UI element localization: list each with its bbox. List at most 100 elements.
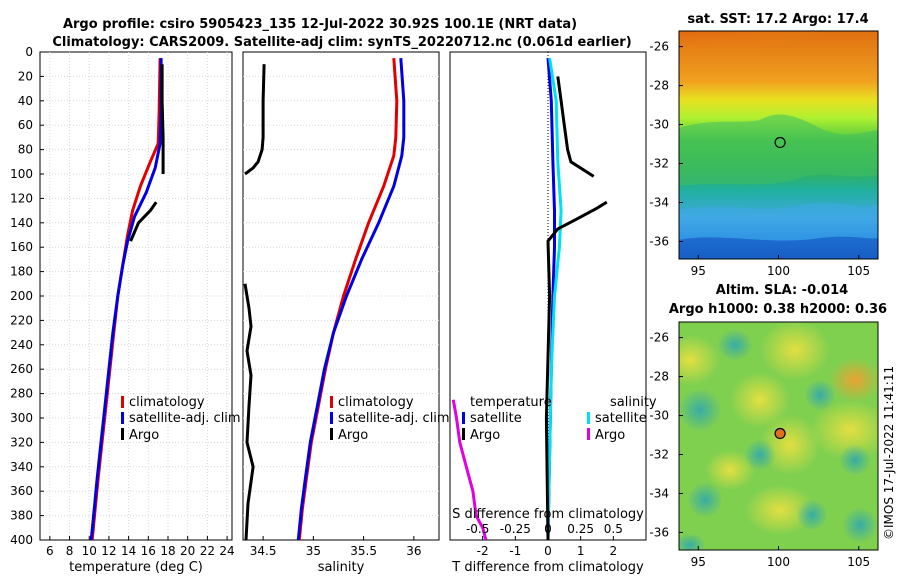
legend-label-argo: Argo: [338, 428, 368, 443]
salinity-legend: climatology satellite-adj. clim Argo: [330, 395, 450, 443]
depth-tick-label: 200: [10, 289, 33, 303]
depth-tick-label: 360: [10, 484, 33, 498]
lat-tick-label: -34: [649, 195, 669, 209]
lat-tick-label: -36: [649, 234, 669, 248]
x-tick-label: -2: [477, 544, 489, 558]
legend-marker-climatology: [330, 396, 333, 408]
depth-tick-label: 80: [18, 143, 33, 157]
temperature-difference-xlabel: T difference from climatology: [451, 560, 644, 575]
figure-title-line2: Climatology: CARS2009. Satellite-adj cli…: [52, 35, 631, 50]
salinity-ticks: 34.5 35 35.5 36: [250, 536, 422, 558]
x-tick-label: 1: [577, 544, 585, 558]
salinity-difference-xlabel: S difference from climatology: [452, 507, 644, 522]
legend-label-climatology: climatology: [129, 395, 205, 410]
temperature-xlabel: temperature (deg C): [69, 560, 203, 575]
salinity-panel: 34.5 35 35.5 36 climatology satellite-adj. …: [242, 51, 450, 575]
x-tick-label: 8: [66, 544, 74, 558]
x-tick-label: 16: [141, 544, 156, 558]
x-tick-label: 6: [46, 544, 54, 558]
series-line-salinity-Argo: [451, 399, 488, 540]
series-line-Argo: [160, 64, 165, 174]
lat-tick-label: -26: [649, 40, 669, 54]
sla-map-panel: Altim. SLA: -0.014 Argo h1000: 0.38 h200…: [649, 283, 887, 569]
depth-tick-label: 220: [10, 313, 33, 327]
x-tick-label: 20: [180, 544, 195, 558]
legend-label-climatology: climatology: [338, 395, 414, 410]
legend-marker-temp-satellite: [462, 412, 465, 424]
depth-tick-label: 260: [10, 362, 33, 376]
depth-tick-label: 400: [10, 533, 33, 547]
depth-tick-label: 280: [10, 387, 33, 401]
imos-timestamp: ©IMOS 17-Jul-2022 11:41:11: [882, 366, 896, 540]
legend-marker-sal-argo: [587, 428, 590, 440]
lat-tick-label: -28: [649, 370, 669, 384]
legend-marker-sal-satellite: [587, 412, 590, 424]
x-tick-label: 18: [160, 544, 175, 558]
salinity-series: [243, 57, 406, 540]
legend-marker-argo: [330, 428, 333, 440]
sst-map-ticks: -26 -28 -30 -32 -34 -36 95 100 105: [649, 40, 870, 278]
lon-tick-label: 100: [767, 555, 790, 569]
legend-marker-temp-argo: [462, 428, 465, 440]
legend-label-satellite: satellite-adj. clim: [129, 411, 241, 426]
x-tick-label: 24: [219, 544, 234, 558]
lat-tick-label: -28: [649, 79, 669, 93]
series-line-satellite-adj.-clim: [89, 58, 163, 540]
x2-tick-label: 0: [544, 522, 552, 536]
depth-tick-label: 160: [10, 240, 33, 254]
lat-tick-label: -26: [649, 331, 669, 345]
depth-tick-label: 300: [10, 411, 33, 425]
depth-tick-label: 340: [10, 460, 33, 474]
sst-field: [679, 31, 878, 259]
x-tick-label: 0: [544, 544, 552, 558]
lon-tick-label: 105: [847, 264, 870, 278]
legend-label-sal-argo: Argo: [595, 428, 625, 443]
x-tick-label: 34.5: [250, 544, 277, 558]
sla-map-ticks: -26 -28 -30 -32 -34 -36 95 100 105: [649, 331, 870, 569]
series-line-salinity-satellite: [546, 57, 563, 540]
x-tick-label: 36: [406, 544, 421, 558]
lon-tick-label: 105: [847, 555, 870, 569]
depth-tick-label: 380: [10, 509, 33, 523]
salinity-xlabel: salinity: [318, 560, 365, 575]
difference-panel: -2 -1 0 1 2 -0.5 -0.25 0 0.25 0.5 temperature sat…: [449, 51, 657, 575]
legend-marker-satellite: [121, 412, 124, 424]
sst-map-title: sat. SST: 17.2 Argo: 17.4: [687, 12, 868, 27]
legend-marker-satellite: [330, 412, 333, 424]
lat-tick-label: -36: [649, 525, 669, 539]
lon-tick-label: 95: [691, 264, 706, 278]
difference-legend: temperature satellite Argo salinity sate…: [462, 395, 657, 443]
x-tick-label: 2: [610, 544, 618, 558]
depth-tick-label: 180: [10, 265, 33, 279]
lat-tick-label: -30: [649, 118, 669, 132]
depth-tick-label: 20: [18, 69, 33, 83]
series-line-temperature-Argo: [556, 76, 595, 178]
lat-tick-label: -34: [649, 486, 669, 500]
depth-tick-label: 100: [10, 167, 33, 181]
lat-tick-label: -32: [649, 157, 669, 171]
legend-label-satellite: satellite-adj. clim: [338, 411, 450, 426]
difference-ticks: -2 -1 0 1 2 -0.5 -0.25 0 0.25 0.5: [466, 522, 623, 558]
depth-tick-label: 40: [18, 94, 33, 108]
difference-series: [451, 57, 608, 540]
x-tick-label: 12: [101, 544, 116, 558]
depth-tick-label: 320: [10, 435, 33, 449]
x-tick-label: 35.5: [350, 544, 377, 558]
x-tick-label: -1: [509, 544, 521, 558]
depth-tick-label: 60: [18, 118, 33, 132]
lon-tick-label: 100: [767, 264, 790, 278]
lat-tick-label: -32: [649, 448, 669, 462]
lat-tick-label: -30: [649, 409, 669, 423]
sst-map-panel: sat. SST: 17.2 Argo: 17.4 -26 -28 -30 -32 -3…: [649, 12, 879, 278]
x2-tick-label: -0.5: [466, 522, 489, 536]
depth-tick-label: 240: [10, 338, 33, 352]
salinity-axes: [242, 51, 440, 541]
depth-tick-label: 0: [25, 45, 33, 59]
series-line-temperature-Argo: [544, 200, 608, 540]
series-line-Argo: [243, 283, 255, 540]
sla-map-title-line2: Argo h1000: 0.38 h2000: 0.36: [669, 302, 887, 317]
depth-tick-label: 140: [10, 216, 33, 230]
x-tick-label: 10: [82, 544, 97, 558]
series-line-satellite-adj.-clim: [296, 57, 406, 540]
